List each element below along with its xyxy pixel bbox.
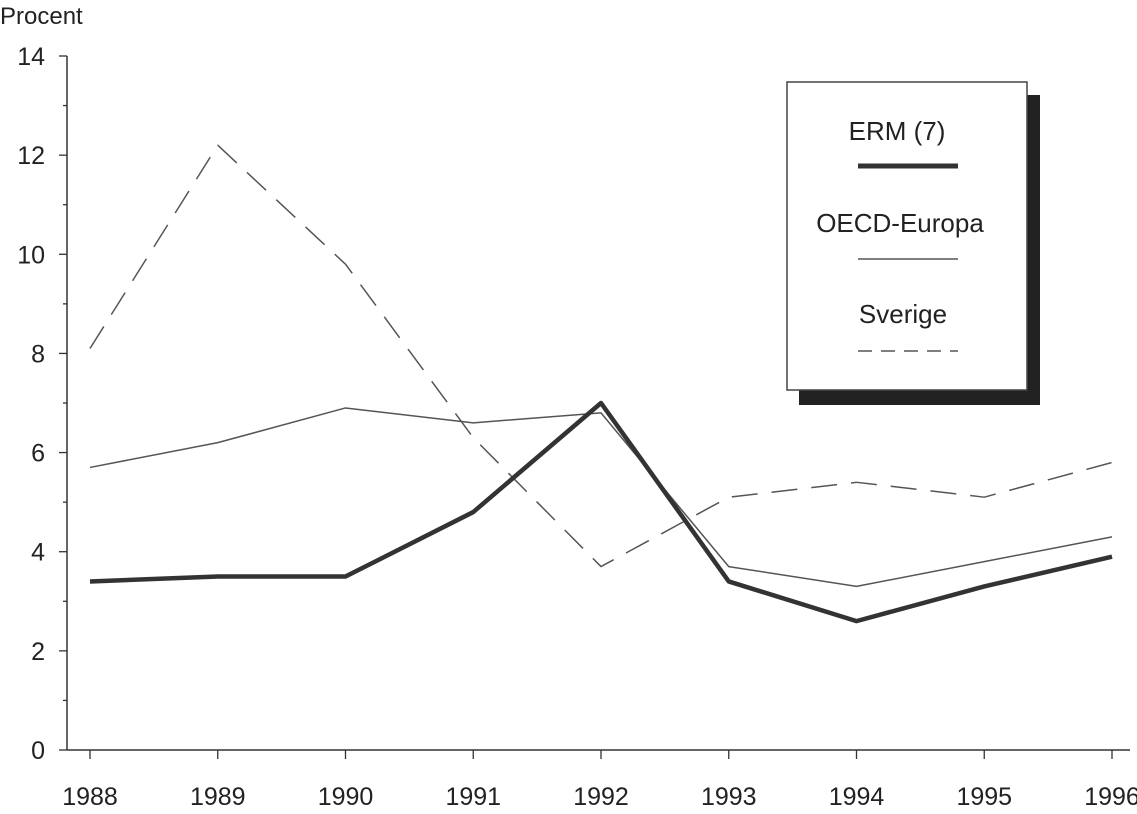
y-tick-label: 0 — [31, 737, 45, 765]
x-tick-label: 1991 — [445, 783, 501, 811]
series-line-oecd-europa — [89, 407, 1113, 588]
legend-box — [786, 81, 1028, 391]
y-tick-label: 10 — [17, 241, 45, 269]
legend: ERM (7) OECD-Europa Sverige — [786, 81, 1040, 405]
axes: 0 2 4 6 8 10 12 14 1988 1989 1990 1991 1992 1993 1994 1… — [17, 43, 1137, 811]
x-tick-label: 1992 — [573, 783, 629, 811]
x-tick-label: 1990 — [318, 783, 374, 811]
y-axis-label: Procent — [0, 3, 83, 30]
x-tick-label: 1995 — [956, 783, 1012, 811]
series-group — [89, 144, 1113, 624]
x-tick-label: 1988 — [62, 783, 118, 811]
legend-label-oecd: OECD-Europa — [816, 208, 984, 238]
x-tick-label: 1994 — [829, 783, 885, 811]
x-tick-label: 1996 — [1084, 783, 1137, 811]
y-tick-label: 4 — [31, 539, 45, 567]
legend-label-erm: ERM (7) — [849, 116, 946, 146]
x-tick-label: 1989 — [190, 783, 246, 811]
y-tick-label: 12 — [17, 142, 45, 170]
y-tick-label: 2 — [31, 638, 45, 666]
x-tick-label: 1993 — [701, 783, 757, 811]
y-tick-label: 8 — [31, 340, 45, 368]
y-tick-label: 14 — [17, 43, 45, 71]
legend-label-sverige: Sverige — [859, 299, 947, 329]
y-tick-label: 6 — [31, 440, 45, 468]
